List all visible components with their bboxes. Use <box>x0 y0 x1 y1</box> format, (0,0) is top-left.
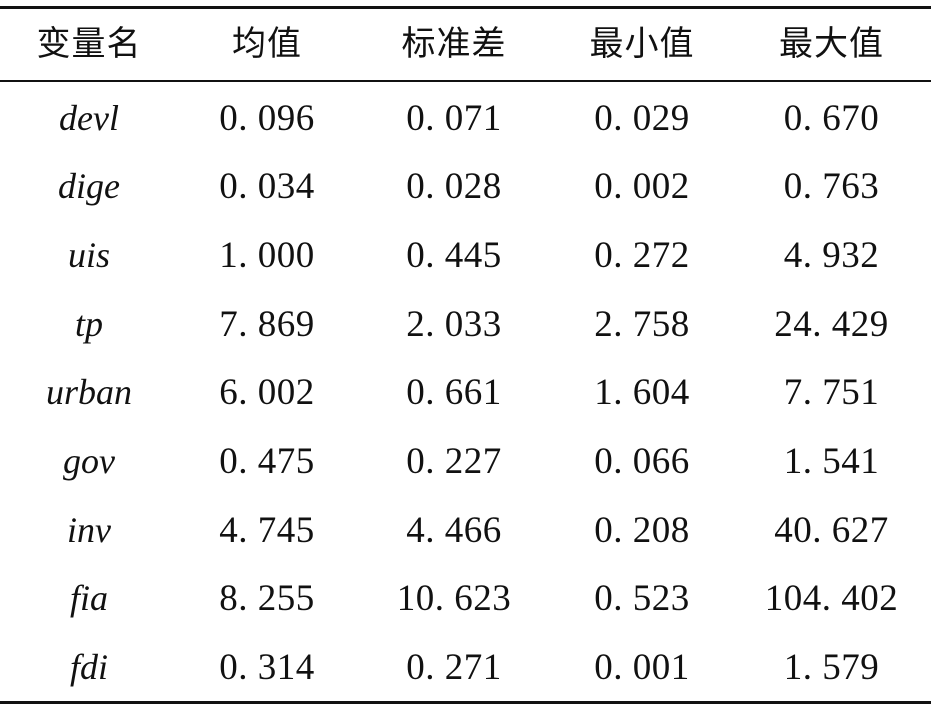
variable-name-cell: devl <box>59 98 119 138</box>
mean-cell: 1. 000 <box>219 234 315 276</box>
max-cell: 40. 627 <box>774 509 889 551</box>
std-dev-cell: 0. 028 <box>406 165 502 207</box>
mean-cell: 4. 745 <box>219 509 315 551</box>
header-max: 最大值 <box>779 24 884 64</box>
table-row: fia 8. 255 10. 623 0. 523 104. 402 <box>0 564 931 632</box>
std-dev-cell: 2. 033 <box>406 303 502 345</box>
variable-name-cell: fdi <box>69 647 108 687</box>
mean-cell: 7. 869 <box>219 303 315 345</box>
header-min: 最小值 <box>589 24 695 64</box>
header-mean: 均值 <box>232 24 302 64</box>
min-cell: 0. 029 <box>594 97 690 139</box>
table-row: inv 4. 745 4. 466 0. 208 40. 627 <box>0 496 931 564</box>
min-cell: 0. 523 <box>594 577 690 619</box>
mean-cell: 6. 002 <box>219 371 315 413</box>
table-header-row: 变量名 均值 标准差 最小值 最大值 <box>0 10 931 78</box>
table-row: uis 1. 000 0. 445 0. 272 4. 932 <box>0 221 931 289</box>
variable-name-cell: fia <box>69 578 108 618</box>
variable-name-cell: dige <box>58 166 120 206</box>
table-row: tp 7. 869 2. 033 2. 758 24. 429 <box>0 290 931 358</box>
mean-cell: 0. 096 <box>219 97 315 139</box>
mean-cell: 8. 255 <box>219 577 315 619</box>
variable-name-cell: uis <box>67 235 110 275</box>
mean-cell: 0. 475 <box>219 440 315 482</box>
min-cell: 0. 001 <box>594 646 690 688</box>
variable-name-cell: gov <box>63 441 115 481</box>
min-cell: 0. 002 <box>594 165 690 207</box>
max-cell: 7. 751 <box>783 371 880 413</box>
min-cell: 0. 066 <box>594 440 690 482</box>
min-cell: 0. 272 <box>594 234 690 276</box>
table-header-rule <box>0 80 931 82</box>
max-cell: 24. 429 <box>774 303 889 345</box>
std-dev-cell: 0. 661 <box>406 371 502 413</box>
table-row: fdi 0. 314 0. 271 0. 001 1. 579 <box>0 633 931 701</box>
mean-cell: 0. 314 <box>219 646 315 688</box>
max-cell: 1. 541 <box>783 440 880 482</box>
std-dev-cell: 4. 466 <box>406 509 502 551</box>
table-bottom-rule <box>0 701 931 704</box>
mean-cell: 0. 034 <box>219 165 315 207</box>
std-dev-cell: 0. 227 <box>406 440 502 482</box>
table-top-rule <box>0 6 931 9</box>
table-row: devl 0. 096 0. 071 0. 029 0. 670 <box>0 84 931 152</box>
table-row: gov 0. 475 0. 227 0. 066 1. 541 <box>0 427 931 495</box>
table-row: urban 6. 002 0. 661 1. 604 7. 751 <box>0 358 931 426</box>
min-cell: 0. 208 <box>594 509 690 551</box>
std-dev-cell: 0. 071 <box>406 97 502 139</box>
max-cell: 0. 670 <box>783 97 880 139</box>
min-cell: 2. 758 <box>594 303 690 345</box>
variable-name-cell: tp <box>74 304 103 344</box>
header-std-dev: 标准差 <box>401 24 507 64</box>
header-variable-name: 变量名 <box>36 24 142 64</box>
std-dev-cell: 10. 623 <box>396 577 512 619</box>
min-cell: 1. 604 <box>594 371 690 413</box>
std-dev-cell: 0. 445 <box>406 234 502 276</box>
max-cell: 4. 932 <box>783 234 880 276</box>
table-row: dige 0. 034 0. 028 0. 002 0. 763 <box>0 152 931 220</box>
std-dev-cell: 0. 271 <box>406 646 502 688</box>
variable-name-cell: urban <box>45 372 132 412</box>
max-cell: 1. 579 <box>783 646 880 688</box>
max-cell: 104. 402 <box>764 577 899 619</box>
variable-name-cell: inv <box>67 510 111 550</box>
max-cell: 0. 763 <box>783 165 880 207</box>
